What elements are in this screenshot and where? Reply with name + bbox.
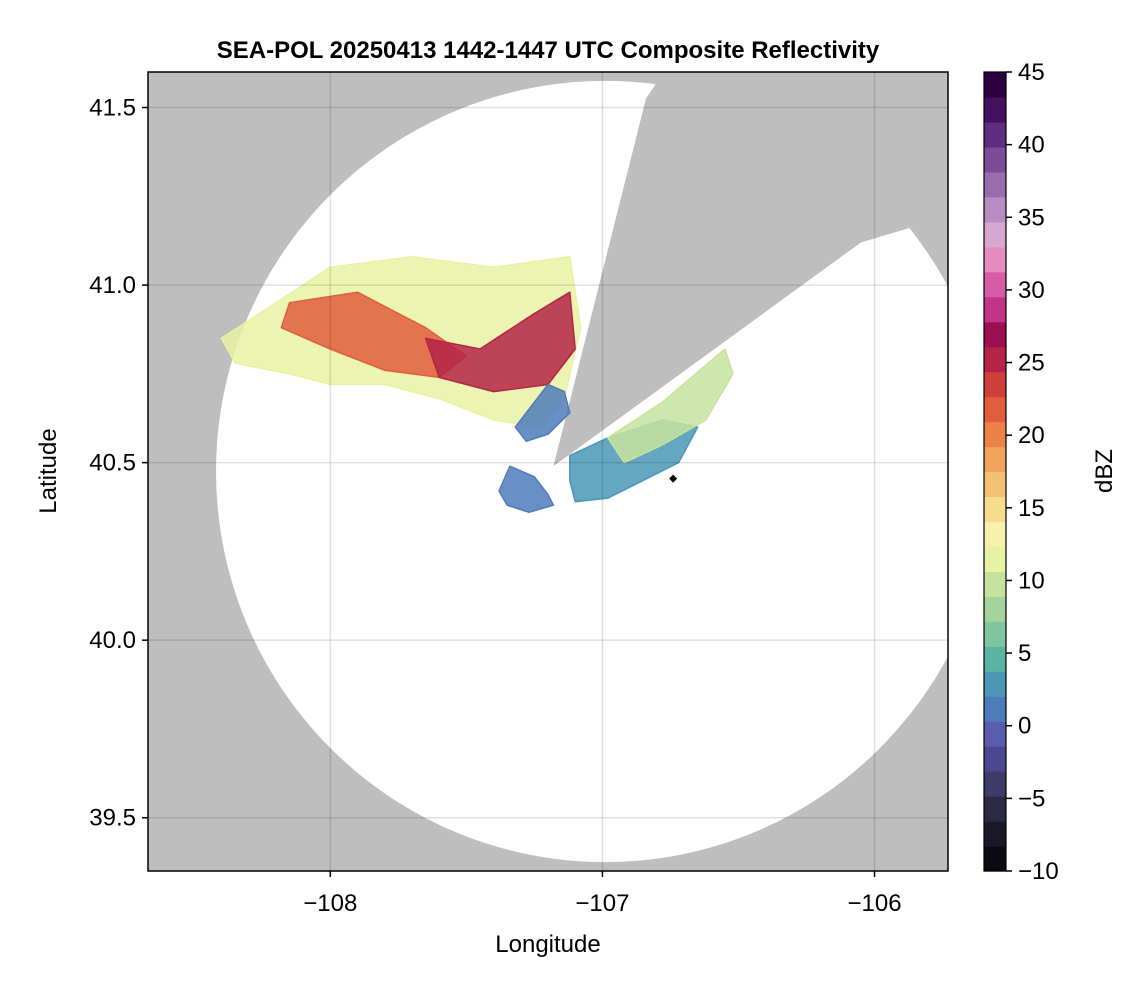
reflectivity-region-4: [424, 291, 576, 393]
y-tick-label: 41.5: [89, 95, 136, 122]
colorbar-segment: [984, 296, 1006, 323]
colorbar-tick-label: 20: [1018, 422, 1045, 449]
colorbar-segment: [984, 221, 1006, 248]
plot-area: [148, 72, 948, 871]
y-tick-label: 41.0: [89, 272, 136, 299]
colorbar-segment: [984, 246, 1006, 273]
colorbar: −10 −5 0 5 10 15 20 25 30 35 40 45: [983, 59, 1059, 885]
colorbar-frame: [983, 71, 1007, 872]
colorbar-tick-label: 5: [1018, 640, 1031, 667]
colorbar-segment: [984, 571, 1006, 597]
colorbar-segment: [984, 72, 1006, 98]
colorbar-segment: [984, 171, 1006, 198]
colorbar-tick-label: 15: [1018, 495, 1045, 522]
colorbar-tick-label: 30: [1018, 277, 1045, 304]
colorbar-segment: [984, 796, 1006, 822]
x-tick-label: −106: [847, 890, 901, 917]
x-axis-ticks: −108 −107 −106: [303, 871, 902, 917]
x-tick-label: −108: [303, 890, 357, 917]
colorbar-segment: [984, 646, 1006, 672]
reflectivity-region-6: [514, 383, 571, 443]
colorbar-segment: [984, 771, 1006, 797]
colorbar-segment: [984, 146, 1006, 173]
x-tick-label: −107: [575, 890, 629, 917]
colorbar-segment: [984, 96, 1006, 123]
colorbar-segment: [984, 321, 1006, 348]
colorbar-segment: [984, 121, 1006, 148]
colorbar-segment: [984, 396, 1006, 423]
y-axis-label: Latitude: [35, 428, 62, 513]
colorbar-tick-label: 10: [1018, 567, 1045, 594]
y-tick-label: 40.0: [89, 627, 136, 654]
colorbar-segment: [984, 496, 1006, 523]
chart-title: SEA-POL 20250413 1442-1447 UTC Composite…: [217, 37, 880, 64]
blocked-sector: [553, 72, 948, 467]
colorbar-segment: [984, 821, 1006, 847]
colorbar-tick-label: 45: [1018, 59, 1045, 86]
colorbar-segment: [984, 721, 1006, 747]
reflectivity-region-0: [498, 465, 555, 514]
colorbar-segment: [984, 196, 1006, 223]
colorbar-tick-label: −10: [1018, 858, 1059, 885]
colorbar-segment: [984, 446, 1006, 473]
colorbar-tick-label: 0: [1018, 713, 1031, 740]
colorbar-tick-label: 35: [1018, 204, 1045, 231]
colorbar-tick-label: −5: [1018, 785, 1045, 812]
colorbar-segment: [984, 596, 1006, 622]
colorbar-segment: [984, 546, 1006, 572]
colorbar-segment: [984, 421, 1006, 448]
colorbar-segment: [984, 746, 1006, 772]
colorbar-label: dBZ: [1091, 449, 1118, 493]
y-tick-label: 40.5: [89, 450, 136, 477]
colorbar-tick-label: 40: [1018, 132, 1045, 159]
x-axis-label: Longitude: [495, 931, 600, 958]
colorbar-segment: [984, 671, 1006, 697]
colorbar-segment: [984, 696, 1006, 722]
colorbar-segment: [984, 371, 1006, 398]
colorbar-segment: [984, 621, 1006, 647]
plot-frame: [147, 71, 949, 872]
y-tick-label: 39.5: [89, 805, 136, 832]
colorbar-segment: [984, 521, 1006, 548]
reflectivity-region-5: [607, 348, 734, 464]
y-axis-ticks: 39.5 40.0 40.5 41.0 41.5: [89, 95, 148, 832]
colorbar-segment: [984, 271, 1006, 298]
colorbar-segment: [984, 471, 1006, 498]
colorbar-segment: [984, 846, 1006, 872]
colorbar-segment: [984, 346, 1006, 373]
site-marker: [669, 474, 678, 483]
colorbar-tick-label: 25: [1018, 350, 1045, 377]
